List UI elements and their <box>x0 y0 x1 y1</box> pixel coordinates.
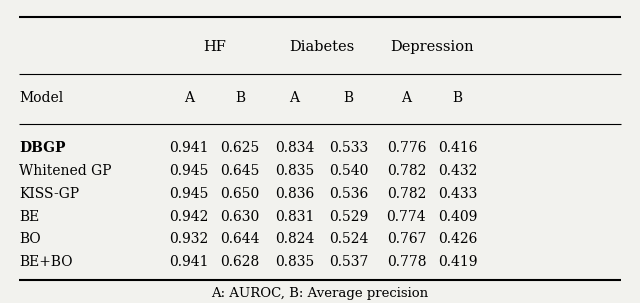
Text: 0.540: 0.540 <box>329 164 369 178</box>
Text: 0.433: 0.433 <box>438 187 477 201</box>
Text: Diabetes: Diabetes <box>289 40 355 54</box>
Text: 0.831: 0.831 <box>275 210 314 224</box>
Text: 0.942: 0.942 <box>169 210 209 224</box>
Text: 0.630: 0.630 <box>220 210 260 224</box>
Text: 0.782: 0.782 <box>387 187 426 201</box>
Text: 0.645: 0.645 <box>220 164 260 178</box>
Text: 0.529: 0.529 <box>329 210 369 224</box>
Text: 0.776: 0.776 <box>387 142 426 155</box>
Text: 0.524: 0.524 <box>329 232 369 246</box>
Text: 0.767: 0.767 <box>387 232 426 246</box>
Text: 0.932: 0.932 <box>169 232 209 246</box>
Text: 0.625: 0.625 <box>220 142 260 155</box>
Text: BE+BO: BE+BO <box>19 255 73 269</box>
Text: 0.426: 0.426 <box>438 232 477 246</box>
Text: 0.537: 0.537 <box>329 255 369 269</box>
Text: 0.533: 0.533 <box>329 142 369 155</box>
Text: 0.409: 0.409 <box>438 210 477 224</box>
Text: BE: BE <box>19 210 40 224</box>
Text: 0.416: 0.416 <box>438 142 477 155</box>
Text: 0.778: 0.778 <box>387 255 426 269</box>
Text: 0.774: 0.774 <box>387 210 426 224</box>
Text: 0.419: 0.419 <box>438 255 477 269</box>
Text: 0.824: 0.824 <box>275 232 314 246</box>
Text: 0.432: 0.432 <box>438 164 477 178</box>
Text: BO: BO <box>19 232 41 246</box>
Text: Depression: Depression <box>390 40 474 54</box>
Text: 0.834: 0.834 <box>275 142 314 155</box>
Text: A: A <box>401 92 412 105</box>
Text: Model: Model <box>19 92 63 105</box>
Text: 0.536: 0.536 <box>329 187 369 201</box>
Text: 0.650: 0.650 <box>220 187 260 201</box>
Text: A: A <box>289 92 300 105</box>
Text: 0.836: 0.836 <box>275 187 314 201</box>
Text: 0.628: 0.628 <box>220 255 260 269</box>
Text: 0.945: 0.945 <box>169 164 209 178</box>
Text: HF: HF <box>203 40 226 54</box>
Text: 0.835: 0.835 <box>275 164 314 178</box>
Text: B: B <box>235 92 245 105</box>
Text: Whitened GP: Whitened GP <box>19 164 112 178</box>
Text: B: B <box>452 92 463 105</box>
Text: 0.941: 0.941 <box>169 255 209 269</box>
Text: A: AUROC, B: Average precision: A: AUROC, B: Average precision <box>211 288 429 300</box>
Text: A: A <box>184 92 194 105</box>
Text: 0.941: 0.941 <box>169 142 209 155</box>
Text: KISS-GP: KISS-GP <box>19 187 79 201</box>
Text: 0.644: 0.644 <box>220 232 260 246</box>
Text: 0.835: 0.835 <box>275 255 314 269</box>
Text: 0.782: 0.782 <box>387 164 426 178</box>
Text: 0.945: 0.945 <box>169 187 209 201</box>
Text: B: B <box>344 92 354 105</box>
Text: DBGP: DBGP <box>19 142 66 155</box>
